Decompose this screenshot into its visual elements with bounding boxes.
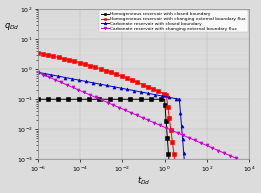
Homogeneous reservoir with closed boundary xyxy=(132,98,135,100)
Homogeneous reservoir with closed boundary xyxy=(81,98,84,100)
Homogeneous reservoir with changing external boundary flux xyxy=(49,54,52,57)
Homogeneous reservoir with closed boundary xyxy=(77,98,80,100)
Homogeneous reservoir with closed boundary xyxy=(163,98,166,100)
Line: Carbonate reservoir with changing external boundary flux: Carbonate reservoir with changing extern… xyxy=(36,71,240,161)
Carbonate reservoir with closed boundary xyxy=(183,158,186,161)
Carbonate reservoir with changing external boundary flux xyxy=(88,94,92,96)
Homogeneous reservoir with closed boundary xyxy=(167,158,170,161)
Homogeneous reservoir with closed boundary xyxy=(60,98,63,100)
Homogeneous reservoir with closed boundary xyxy=(53,98,56,100)
Homogeneous reservoir with closed boundary xyxy=(87,98,91,100)
Homogeneous reservoir with closed boundary xyxy=(165,125,168,128)
Carbonate reservoir with closed boundary xyxy=(143,91,146,94)
Homogeneous reservoir with closed boundary xyxy=(91,98,94,100)
Line: Homogeneous reservoir with changing external boundary flux: Homogeneous reservoir with changing exte… xyxy=(36,51,176,161)
Homogeneous reservoir with closed boundary xyxy=(163,104,167,106)
Homogeneous reservoir with closed boundary xyxy=(159,98,163,100)
Homogeneous reservoir with changing external boundary flux xyxy=(172,152,175,155)
Carbonate reservoir with changing external boundary flux xyxy=(208,146,211,148)
Homogeneous reservoir with closed boundary xyxy=(167,147,170,150)
Homogeneous reservoir with closed boundary xyxy=(50,98,53,100)
Homogeneous reservoir with closed boundary xyxy=(67,98,70,100)
Carbonate reservoir with changing external boundary flux xyxy=(83,91,86,94)
Homogeneous reservoir with closed boundary xyxy=(74,98,77,100)
Homogeneous reservoir with closed boundary xyxy=(105,98,108,100)
Homogeneous reservoir with closed boundary xyxy=(156,98,159,100)
Homogeneous reservoir with changing external boundary flux xyxy=(36,52,39,54)
Homogeneous reservoir with closed boundary xyxy=(101,98,104,100)
Homogeneous reservoir with closed boundary xyxy=(165,120,168,122)
Homogeneous reservoir with closed boundary xyxy=(166,136,169,139)
Homogeneous reservoir with closed boundary xyxy=(129,98,132,100)
Homogeneous reservoir with closed boundary xyxy=(57,98,60,100)
Carbonate reservoir with closed boundary xyxy=(50,74,53,76)
Homogeneous reservoir with closed boundary xyxy=(166,142,169,144)
Homogeneous reservoir with closed boundary xyxy=(39,98,43,100)
Homogeneous reservoir with closed boundary xyxy=(63,98,67,100)
Homogeneous reservoir with closed boundary xyxy=(164,114,167,117)
Homogeneous reservoir with closed boundary xyxy=(165,131,169,133)
Homogeneous reservoir with closed boundary xyxy=(163,98,166,100)
Line: Carbonate reservoir with closed boundary: Carbonate reservoir with closed boundary xyxy=(36,71,186,161)
X-axis label: $t_{Dd}$: $t_{Dd}$ xyxy=(137,175,150,187)
Homogeneous reservoir with closed boundary xyxy=(118,98,122,100)
Homogeneous reservoir with changing external boundary flux xyxy=(167,111,170,113)
Homogeneous reservoir with closed boundary xyxy=(84,98,87,100)
Homogeneous reservoir with closed boundary xyxy=(122,98,125,100)
Homogeneous reservoir with changing external boundary flux xyxy=(173,158,176,161)
Carbonate reservoir with changing external boundary flux xyxy=(147,119,150,121)
Y-axis label: $q_{Dd}$: $q_{Dd}$ xyxy=(4,21,20,32)
Carbonate reservoir with closed boundary xyxy=(119,87,122,89)
Homogeneous reservoir with closed boundary xyxy=(43,98,46,100)
Carbonate reservoir with changing external boundary flux xyxy=(36,71,39,73)
Homogeneous reservoir with closed boundary xyxy=(125,98,128,100)
Homogeneous reservoir with changing external boundary flux xyxy=(133,80,136,82)
Homogeneous reservoir with closed boundary xyxy=(139,98,142,100)
Carbonate reservoir with changing external boundary flux xyxy=(97,98,100,100)
Homogeneous reservoir with changing external boundary flux xyxy=(78,61,81,64)
Carbonate reservoir with closed boundary xyxy=(36,71,39,73)
Homogeneous reservoir with closed boundary xyxy=(46,98,50,100)
Homogeneous reservoir with closed boundary xyxy=(94,98,98,100)
Carbonate reservoir with changing external boundary flux xyxy=(237,158,240,161)
Homogeneous reservoir with closed boundary xyxy=(111,98,115,100)
Homogeneous reservoir with closed boundary xyxy=(153,98,156,100)
Homogeneous reservoir with closed boundary xyxy=(135,98,139,100)
Legend: Homogeneous reservoir with closed boundary, Homogeneous reservoir with changing : Homogeneous reservoir with closed bounda… xyxy=(99,10,248,32)
Homogeneous reservoir with closed boundary xyxy=(167,153,170,155)
Line: Homogeneous reservoir with closed boundary: Homogeneous reservoir with closed bounda… xyxy=(36,98,170,161)
Homogeneous reservoir with closed boundary xyxy=(146,98,149,100)
Carbonate reservoir with closed boundary xyxy=(150,93,153,95)
Homogeneous reservoir with closed boundary xyxy=(108,98,111,100)
Carbonate reservoir with closed boundary xyxy=(98,83,102,85)
Homogeneous reservoir with closed boundary xyxy=(98,98,101,100)
Homogeneous reservoir with closed boundary xyxy=(143,98,146,100)
Carbonate reservoir with changing external boundary flux xyxy=(205,144,208,147)
Homogeneous reservoir with closed boundary xyxy=(70,98,74,100)
Homogeneous reservoir with changing external boundary flux xyxy=(68,59,71,61)
Homogeneous reservoir with closed boundary xyxy=(164,109,167,111)
Homogeneous reservoir with closed boundary xyxy=(149,98,152,100)
Carbonate reservoir with closed boundary xyxy=(181,131,184,134)
Homogeneous reservoir with closed boundary xyxy=(115,98,118,100)
Homogeneous reservoir with closed boundary xyxy=(36,98,39,100)
